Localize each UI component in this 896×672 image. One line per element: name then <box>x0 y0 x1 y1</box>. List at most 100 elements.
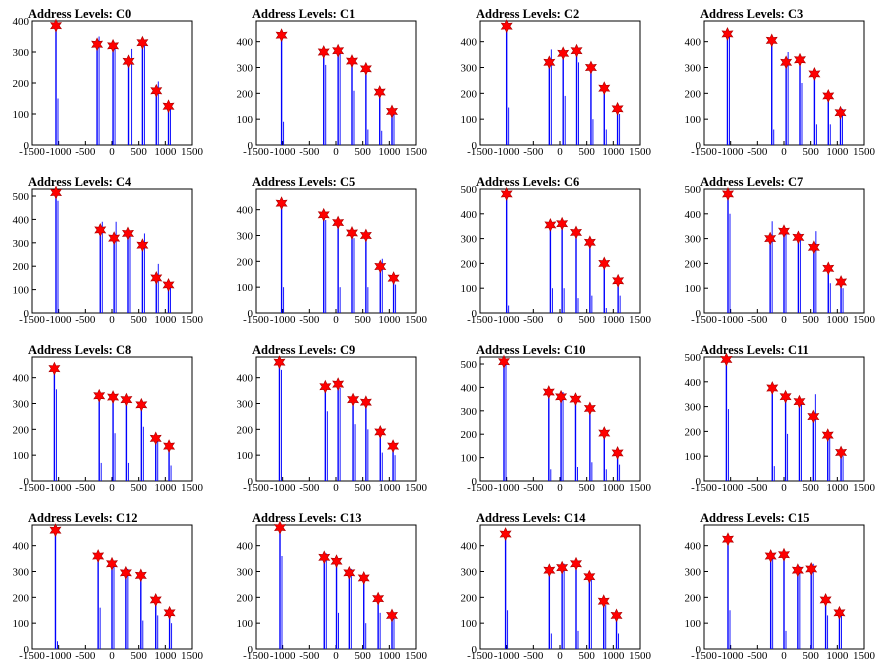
peak-marker <box>107 390 120 404</box>
chart-panel: 0 100 200 300 400 -1500 -1000 -500 0 500 1000 1500 A… <box>224 504 448 672</box>
peak-marker <box>720 352 733 367</box>
chart-svg: 0 100 200 300 400 -1500 -1000 -500 0 500 1000 1500 <box>237 188 428 326</box>
peak-marker <box>386 104 398 119</box>
y-tick-label: 200 <box>13 592 30 604</box>
peak-marker <box>764 231 777 246</box>
x-tick-label: -500 <box>75 314 96 326</box>
peak-marker <box>346 54 358 68</box>
y-tick-label: 0 <box>696 140 702 152</box>
chart-panel: 0 100 200 300 400 500 -1500 -1000 -500 0 500 1000 15… <box>672 336 896 504</box>
peak-marker <box>374 425 387 439</box>
peak-marker <box>794 52 806 67</box>
x-tick-label: -500 <box>299 314 320 326</box>
x-tick-label: 0 <box>781 482 787 494</box>
peak-marker <box>819 593 832 607</box>
x-tick-label: -1000 <box>46 314 72 326</box>
x-tick-label: -1500 <box>691 314 717 326</box>
y-tick-label: 200 <box>461 592 478 604</box>
y-tick-label: 100 <box>237 450 254 462</box>
y-tick-label: 200 <box>237 424 254 436</box>
x-tick-label: 500 <box>354 314 371 326</box>
x-tick-label: -1500 <box>243 146 269 158</box>
y-tick-label: 100 <box>461 453 478 465</box>
x-tick-label: -500 <box>523 314 544 326</box>
y-tick-label: 300 <box>237 231 254 243</box>
y-tick-label: 0 <box>472 476 478 488</box>
x-tick-label: 1000 <box>378 314 401 326</box>
peak-marker <box>583 401 596 416</box>
x-tick-label: 1500 <box>629 482 652 494</box>
x-tick-label: -500 <box>299 146 320 158</box>
peak-marker <box>779 389 792 404</box>
x-tick-label: -500 <box>523 650 544 662</box>
peak-marker <box>150 83 163 98</box>
peak-marker <box>722 187 734 201</box>
peak-marker <box>149 431 162 446</box>
x-tick-label: -500 <box>747 482 768 494</box>
peak-marker <box>498 354 510 369</box>
peak-marker <box>318 550 331 565</box>
x-tick-label: 1000 <box>826 650 849 662</box>
chart-svg: 0 100 200 300 400 500 -1500 -1000 -500 0 500 1000 15… <box>685 184 876 326</box>
peak-marker <box>50 185 62 200</box>
peak-marker <box>275 28 288 43</box>
y-tick-label: 500 <box>461 184 478 196</box>
peak-marker <box>359 228 372 243</box>
x-tick-label: 0 <box>333 314 339 326</box>
plot-frame <box>479 188 641 314</box>
chart-svg: 0 100 200 300 400 -1500 -1000 -500 0 500 1000 1500 <box>13 523 204 662</box>
peak-marker <box>346 226 358 240</box>
peak-marker <box>347 392 360 407</box>
x-tick-label: 500 <box>130 482 147 494</box>
chart-title: Address Levels: C6 <box>476 175 580 189</box>
peak-marker <box>359 395 372 410</box>
chart-title: Address Levels: C1 <box>252 7 356 21</box>
chart-svg: 0 100 200 300 400 -1500 -1000 -500 0 500 1000 1500 <box>685 524 876 662</box>
peak-marker <box>598 81 611 96</box>
chart-title: Address Levels: C5 <box>252 175 356 189</box>
y-tick-label: 400 <box>461 541 478 553</box>
peak-marker <box>332 377 345 392</box>
peak-marker <box>793 394 806 409</box>
peak-marker <box>149 593 162 607</box>
chart-title: Address Levels: C7 <box>700 175 804 189</box>
x-tick-label: -1000 <box>270 314 296 326</box>
x-tick-label: -1000 <box>270 146 296 158</box>
chart-svg: 0 100 200 300 400 -1500 -1000 -500 0 500 1000 1500 <box>13 356 204 494</box>
y-tick-label: 300 <box>685 234 702 246</box>
chart-panel: 0 100 200 300 400 -1500 -1000 -500 0 500 1000 1500 A… <box>0 336 224 504</box>
x-tick-label: 0 <box>781 146 787 158</box>
chart-title: Address Levels: C13 <box>252 511 362 525</box>
peak-marker <box>332 215 345 230</box>
x-tick-label: 1000 <box>826 482 849 494</box>
x-tick-label: 1500 <box>181 482 204 494</box>
chart-title: Address Levels: C8 <box>28 343 132 357</box>
peak-marker <box>557 46 570 61</box>
y-tick-label: 500 <box>13 191 30 203</box>
x-tick-label: -500 <box>299 650 320 662</box>
peak-marker <box>765 33 778 48</box>
x-tick-label: -1000 <box>494 482 520 494</box>
y-tick-label: 0 <box>248 476 254 488</box>
chart-svg: 0 100 200 300 400 500 -1500 -1000 -500 0 500 1000 15… <box>461 354 652 494</box>
y-tick-label: 500 <box>685 184 702 196</box>
y-tick-label: 0 <box>696 308 702 320</box>
peak-marker <box>598 256 611 271</box>
peak-marker <box>543 55 556 70</box>
x-tick-label: 1000 <box>602 650 625 662</box>
x-tick-label: 1000 <box>378 482 401 494</box>
x-tick-label: 500 <box>802 482 819 494</box>
y-tick-label: 300 <box>13 47 30 59</box>
x-tick-label: 0 <box>557 146 563 158</box>
peak-marker <box>373 85 386 99</box>
y-tick-label: 200 <box>461 429 478 441</box>
x-tick-label: 1000 <box>602 314 625 326</box>
peak-marker <box>611 101 624 116</box>
chart-svg: 0 100 200 300 400 -1500 -1000 -500 0 500 1000 1500 <box>237 355 428 494</box>
x-tick-label: 1500 <box>629 650 652 662</box>
peak-marker <box>612 273 625 288</box>
x-tick-label: 0 <box>109 314 115 326</box>
chart-svg: 0 100 200 300 400 -1500 -1000 -500 0 500 1000 1500 <box>13 16 204 158</box>
chart-svg: 0 100 200 300 400 -1500 -1000 -500 0 500 1000 1500 <box>461 524 652 662</box>
